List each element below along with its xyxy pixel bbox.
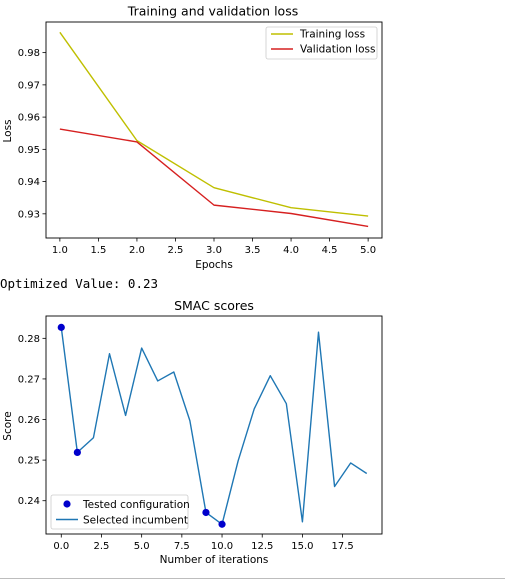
output-divider bbox=[0, 578, 505, 579]
chart1-xtick-label: 3.5 bbox=[245, 245, 261, 256]
chart2-ytick-label: 0.24 bbox=[18, 496, 40, 507]
chart2-xtick-label: 17.5 bbox=[331, 541, 353, 552]
chart1-legend-box bbox=[265, 26, 378, 60]
chart1-ytick-label: 0.97 bbox=[18, 80, 40, 91]
chart1-legend: Training loss Validation loss bbox=[265, 26, 378, 60]
legend-training-label: Training loss bbox=[299, 29, 365, 41]
tested-configuration-point bbox=[57, 323, 65, 331]
chart1-ytick-label: 0.93 bbox=[18, 209, 40, 220]
selected-incumbent-line bbox=[60, 327, 368, 525]
tested-configuration-point bbox=[202, 508, 210, 517]
chart1-xtick-label: 4.0 bbox=[283, 245, 299, 256]
chart1-xtick-label: 1.5 bbox=[90, 245, 106, 256]
chart2-legend-box bbox=[50, 494, 189, 530]
chart2-title: SMAC scores bbox=[174, 298, 254, 313]
chart1-xtick-label: 3.0 bbox=[206, 245, 222, 256]
legend-tested-label: Tested configuration bbox=[82, 499, 190, 511]
validation-loss-line bbox=[59, 128, 369, 228]
chart1-xlabel: Epochs bbox=[195, 259, 233, 271]
tested-configuration-point bbox=[218, 520, 226, 528]
training-validation-loss-chart: Training and validation loss 1.0 1.5 2.0 2.… bbox=[2, 4, 383, 271]
chart2-ytick-label: 0.26 bbox=[18, 415, 40, 426]
chart1-ytick-label: 0.95 bbox=[18, 145, 40, 156]
chart1-xtick-label: 4.5 bbox=[322, 245, 338, 256]
chart2-xtick-label: 5.0 bbox=[134, 541, 150, 552]
chart1-ylabel: Loss bbox=[2, 119, 14, 142]
chart2-xtick-label: 7.5 bbox=[174, 541, 190, 552]
chart2-xtick-label: 2.5 bbox=[94, 541, 110, 552]
chart1-ytick-label: 0.96 bbox=[18, 113, 40, 124]
chart2-xtick-label: 0.0 bbox=[53, 541, 69, 552]
chart1-ytick-label: 0.98 bbox=[18, 48, 40, 59]
legend-tested-marker bbox=[63, 500, 71, 508]
legend-validation-label: Validation loss bbox=[300, 44, 375, 56]
tested-configuration-point bbox=[73, 448, 81, 456]
chart2-ytick-label: 0.27 bbox=[18, 374, 40, 385]
chart2-ytick-label: 0.28 bbox=[18, 334, 40, 345]
chart2-plot-area bbox=[45, 315, 383, 535]
legend-incumbent-label: Selected incumbent bbox=[83, 515, 188, 527]
chart2-xtick-label: 10.0 bbox=[211, 541, 233, 552]
chart1-xtick-label: 2.0 bbox=[129, 245, 145, 256]
chart2-xtick-label: 15.0 bbox=[291, 541, 313, 552]
chart2-xlabel: Number of iterations bbox=[160, 554, 269, 566]
training-loss-line bbox=[59, 31, 369, 217]
chart2-ytick-label: 0.25 bbox=[18, 456, 40, 467]
chart1-xtick-label: 1.0 bbox=[52, 245, 68, 256]
chart1-ytick-label: 0.94 bbox=[18, 177, 40, 188]
chart1-title: Training and validation loss bbox=[127, 4, 298, 19]
chart1-xtick-label: 5.0 bbox=[360, 245, 376, 256]
chart2-ylabel: Score bbox=[2, 411, 14, 440]
chart2-xtick-label: 12.5 bbox=[251, 541, 273, 552]
optimized-value-output: Optimized Value: 0.23 bbox=[0, 276, 159, 291]
chart2-legend: Tested configuration Selected incumbent bbox=[50, 494, 190, 530]
chart1-xtick-label: 2.5 bbox=[168, 245, 184, 256]
smac-scores-chart: SMAC scores 0.0 2.5 5.0 7.5 10.0 12.5 15.0 17.5… bbox=[2, 298, 383, 566]
